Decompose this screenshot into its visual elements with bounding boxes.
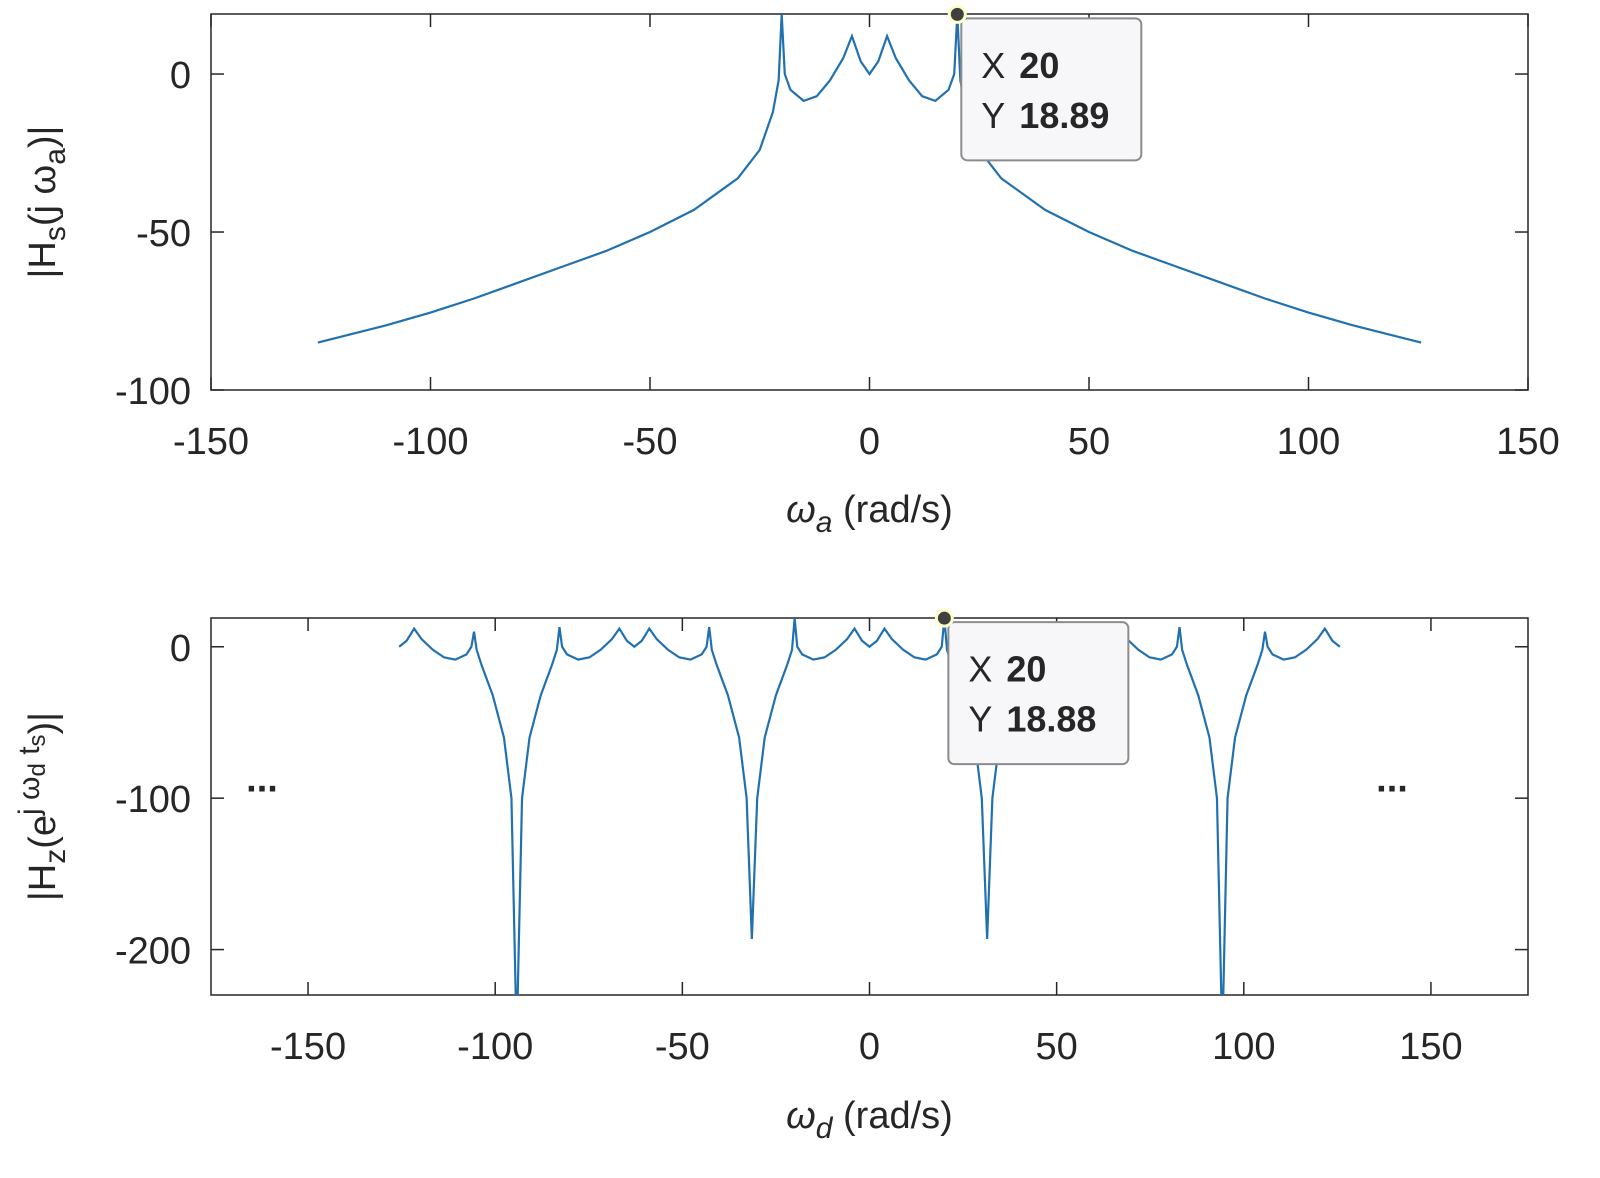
y-axis-label-part: d <box>24 763 51 776</box>
x-axis-label-part: d <box>816 1112 834 1145</box>
datatip-y-label: Y <box>968 699 992 740</box>
y-tick-label: 0 <box>170 55 191 97</box>
y-axis-label-part: )| <box>22 712 64 735</box>
annotation: ... <box>246 759 278 801</box>
x-tick-label: -150 <box>173 421 249 463</box>
x-axis-label-part: (rad/s) <box>832 489 952 531</box>
x-axis-label-part: ω <box>786 489 816 531</box>
x-tick-label: -100 <box>392 421 468 463</box>
y-axis-label-part: a <box>39 148 72 165</box>
datatip-x-label: X <box>968 649 992 690</box>
annotation: ... <box>1376 759 1408 801</box>
x-axis-label: ωa (rad/s) <box>786 489 953 539</box>
datatip-y-value: 18.89 <box>1019 95 1109 136</box>
x-axis-label-part: a <box>816 506 833 539</box>
x-tick-label: 0 <box>859 421 880 463</box>
x-tick-label: -50 <box>655 1026 710 1068</box>
y-axis-label-part: )| <box>22 126 64 149</box>
y-axis-label-part: s <box>24 734 51 746</box>
datatip-x-value: 20 <box>1019 45 1059 86</box>
y-axis-label-part: (j ω <box>22 165 64 226</box>
x-tick-label: 150 <box>1399 1026 1462 1068</box>
datatip-y-label: Y <box>981 95 1005 136</box>
axes-box <box>210 617 1529 996</box>
x-tick-label: 100 <box>1277 421 1340 463</box>
x-tick-label: 0 <box>859 1026 880 1068</box>
data-line <box>398 618 1341 995</box>
data-line <box>317 14 1422 344</box>
y-axis-label-part: s <box>39 226 72 241</box>
y-tick-label: -100 <box>115 371 191 413</box>
x-tick-label: 150 <box>1496 421 1559 463</box>
y-tick-label: -50 <box>136 213 191 255</box>
y-axis-label-part: j ω <box>13 777 46 816</box>
y-axis-label: |Hz(ej ωd ts)| <box>13 712 72 901</box>
x-tick-label: 50 <box>1036 1026 1078 1068</box>
x-tick-label: -50 <box>623 421 678 463</box>
y-axis-label-part: z <box>39 849 72 864</box>
x-axis-label-part: (rad/s) <box>832 1095 952 1137</box>
datatip-x-value: 20 <box>1006 649 1046 690</box>
y-tick-label: 0 <box>170 628 191 670</box>
y-axis-label-part: |H <box>22 864 64 901</box>
datatip-y-value: 18.88 <box>1006 699 1096 740</box>
x-axis-label-part: ω <box>786 1095 816 1137</box>
y-axis-label-part: |H <box>22 241 64 278</box>
y-tick-label: -100 <box>115 779 191 821</box>
datatip-marker <box>947 4 967 24</box>
datatip-box <box>947 621 1130 766</box>
x-tick-label: 50 <box>1068 421 1110 463</box>
axes-box <box>210 13 1529 391</box>
datatip-marker <box>934 608 954 628</box>
datatip-x-label: X <box>981 45 1005 86</box>
x-tick-label: 100 <box>1212 1026 1275 1068</box>
x-axis-label: ωd (rad/s) <box>786 1095 953 1145</box>
y-tick-label: -200 <box>115 931 191 973</box>
y-axis-label-part: (e <box>22 815 64 849</box>
x-tick-label: -150 <box>270 1026 346 1068</box>
x-tick-label: -100 <box>457 1026 533 1068</box>
y-axis-label-part: t <box>13 746 46 763</box>
y-axis-label: |Hs(j ωa)| <box>22 126 72 279</box>
datatip-box <box>960 17 1143 162</box>
